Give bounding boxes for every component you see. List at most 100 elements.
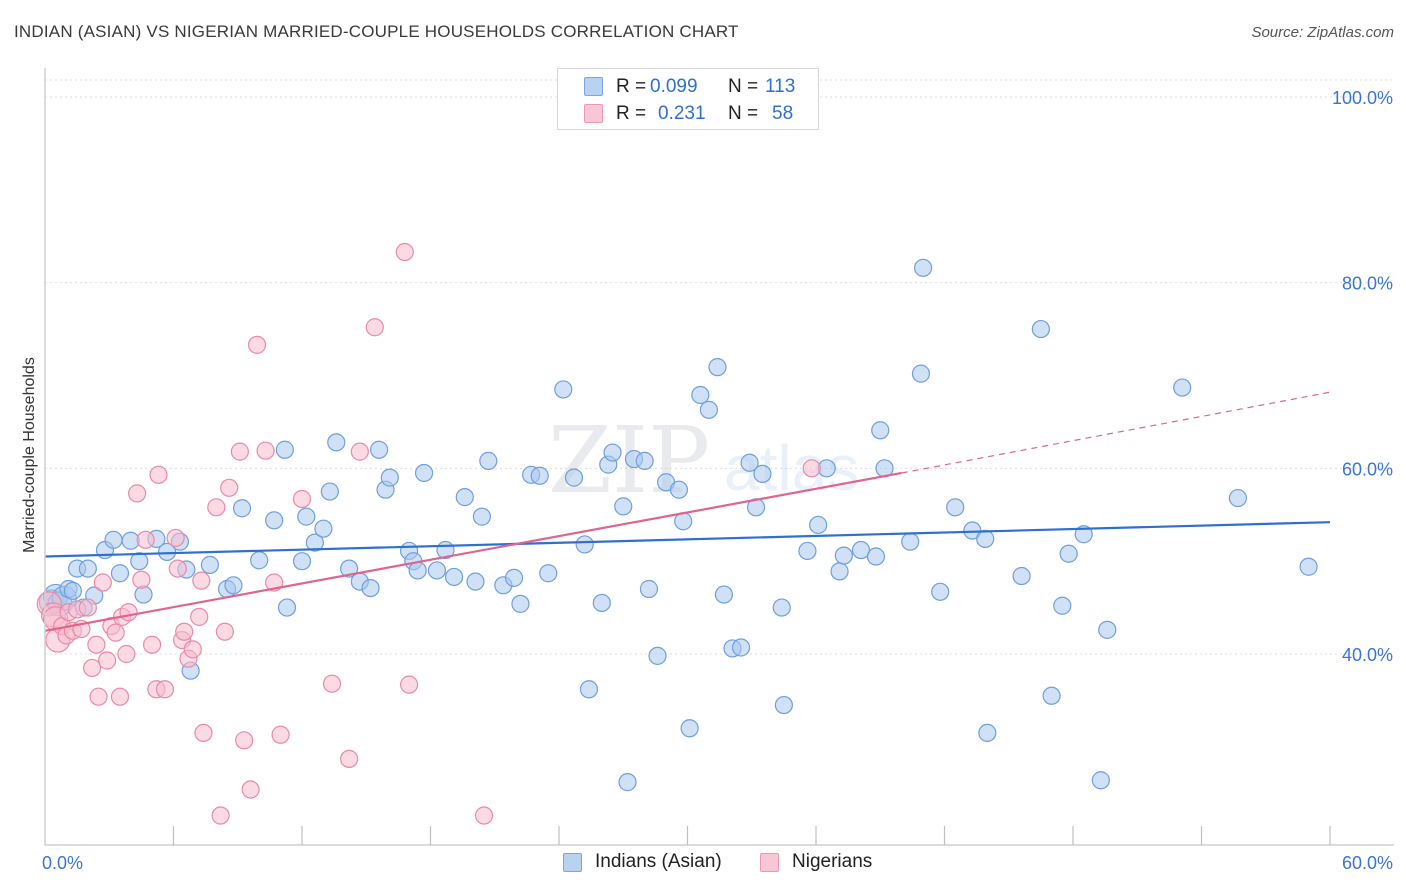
point-nigerians (78, 598, 97, 617)
point-indians (669, 480, 689, 499)
point-indians (320, 482, 339, 501)
point-indians (250, 551, 269, 570)
point-indians (866, 547, 886, 566)
point-indians (639, 579, 659, 599)
point-indians (691, 385, 710, 405)
n-label: N = (728, 76, 759, 97)
point-indians (1042, 686, 1061, 705)
point-nigerians (98, 651, 117, 670)
point-nigerians (365, 318, 384, 337)
point-nigerians (399, 675, 419, 694)
y-tick-label: 40.0% (1342, 645, 1393, 665)
point-indians (305, 533, 324, 552)
point-nigerians (230, 442, 249, 461)
point-indians (63, 581, 82, 600)
point-nigerians (87, 635, 106, 654)
r-label: R = (616, 76, 647, 97)
point-nigerians (175, 622, 194, 641)
point-indians (511, 594, 530, 613)
point-indians (740, 453, 759, 472)
point-indians (427, 561, 447, 580)
point-indians (1299, 557, 1318, 576)
point-indians (314, 519, 333, 538)
point-nigerians (241, 780, 260, 799)
point-nigerians (166, 528, 185, 548)
point-nigerians (93, 573, 112, 592)
point-indians (931, 582, 950, 601)
point-indians (575, 535, 594, 554)
point-nigerians (220, 478, 239, 497)
point-indians (157, 542, 177, 561)
point-nigerians (192, 571, 211, 590)
point-nigerians (235, 731, 254, 750)
point-indians (530, 466, 549, 485)
point-nigerians (155, 680, 175, 699)
point-indians (592, 593, 611, 613)
point-indians (504, 568, 524, 587)
point-indians (232, 499, 252, 518)
n-label: N = (728, 103, 759, 124)
stats-row-nigerians: R = 0.231 N = 58 (558, 101, 818, 127)
point-indians (292, 552, 312, 571)
point-indians (224, 576, 243, 595)
point-nigerians (89, 687, 108, 706)
point-indians (1053, 596, 1072, 615)
point-indians (414, 463, 434, 483)
point-indians (976, 529, 995, 548)
point-nigerians (149, 465, 168, 484)
point-indians (618, 773, 637, 792)
point-indians (564, 468, 584, 487)
point-indians (327, 433, 346, 452)
r-label: R = (616, 103, 647, 124)
nigerians-swatch (760, 853, 779, 872)
point-indians (871, 421, 890, 440)
point-nigerians (474, 806, 494, 825)
x-tick-label: 0.0% (42, 853, 83, 873)
y-tick-label: 100.0% (1332, 88, 1393, 108)
stats-row-indians: R = 0.099 N = 113 (558, 74, 818, 100)
indians-swatch (584, 77, 603, 96)
chart-title: INDIAN (ASIAN) VS NIGERIAN MARRIED-COUPL… (14, 22, 739, 41)
point-nigerians (322, 674, 342, 693)
r-value: 0.231 (658, 103, 706, 124)
point-indians (340, 559, 359, 578)
y-tick-label: 60.0% (1342, 459, 1393, 479)
source-credit: Source: ZipAtlas.com (1251, 24, 1394, 41)
point-indians (635, 451, 654, 471)
point-indians (277, 598, 297, 617)
trend-line-nigerians-extension (901, 391, 1331, 474)
point-indians (134, 585, 153, 604)
trend-line-nigerians (44, 471, 902, 632)
point-nigerians (340, 749, 359, 769)
point-indians (834, 546, 853, 565)
point-indians (104, 530, 123, 549)
point-indians (753, 464, 772, 484)
point-nigerians (183, 640, 202, 659)
point-indians (731, 638, 751, 657)
point-indians (913, 258, 933, 277)
n-value: 113 (765, 76, 796, 97)
point-indians (1059, 544, 1078, 563)
point-indians (78, 559, 97, 578)
point-indians (809, 515, 828, 535)
point-indians (772, 598, 791, 617)
point-indians (774, 695, 793, 715)
point-nigerians (136, 530, 155, 549)
series-legend: Indians (Asian) Nigerians (0, 851, 1406, 877)
point-nigerians (802, 459, 821, 478)
point-nigerians (190, 607, 209, 626)
r-value: 0.099 (650, 76, 698, 97)
stats-legend: R = 0.099 N = 113 R = 0.231 N = 58 (557, 68, 819, 130)
point-indians (444, 567, 464, 587)
point-nigerians (127, 484, 147, 503)
point-indians (110, 564, 130, 583)
point-indians (466, 572, 485, 591)
point-indians (708, 358, 727, 377)
point-indians (1098, 620, 1117, 639)
y-tick-label: 80.0% (1342, 274, 1393, 294)
point-nigerians (395, 242, 414, 262)
point-nigerians (83, 658, 102, 678)
point-nigerians (271, 725, 290, 744)
point-nigerians (168, 559, 187, 578)
point-indians (1173, 378, 1192, 397)
